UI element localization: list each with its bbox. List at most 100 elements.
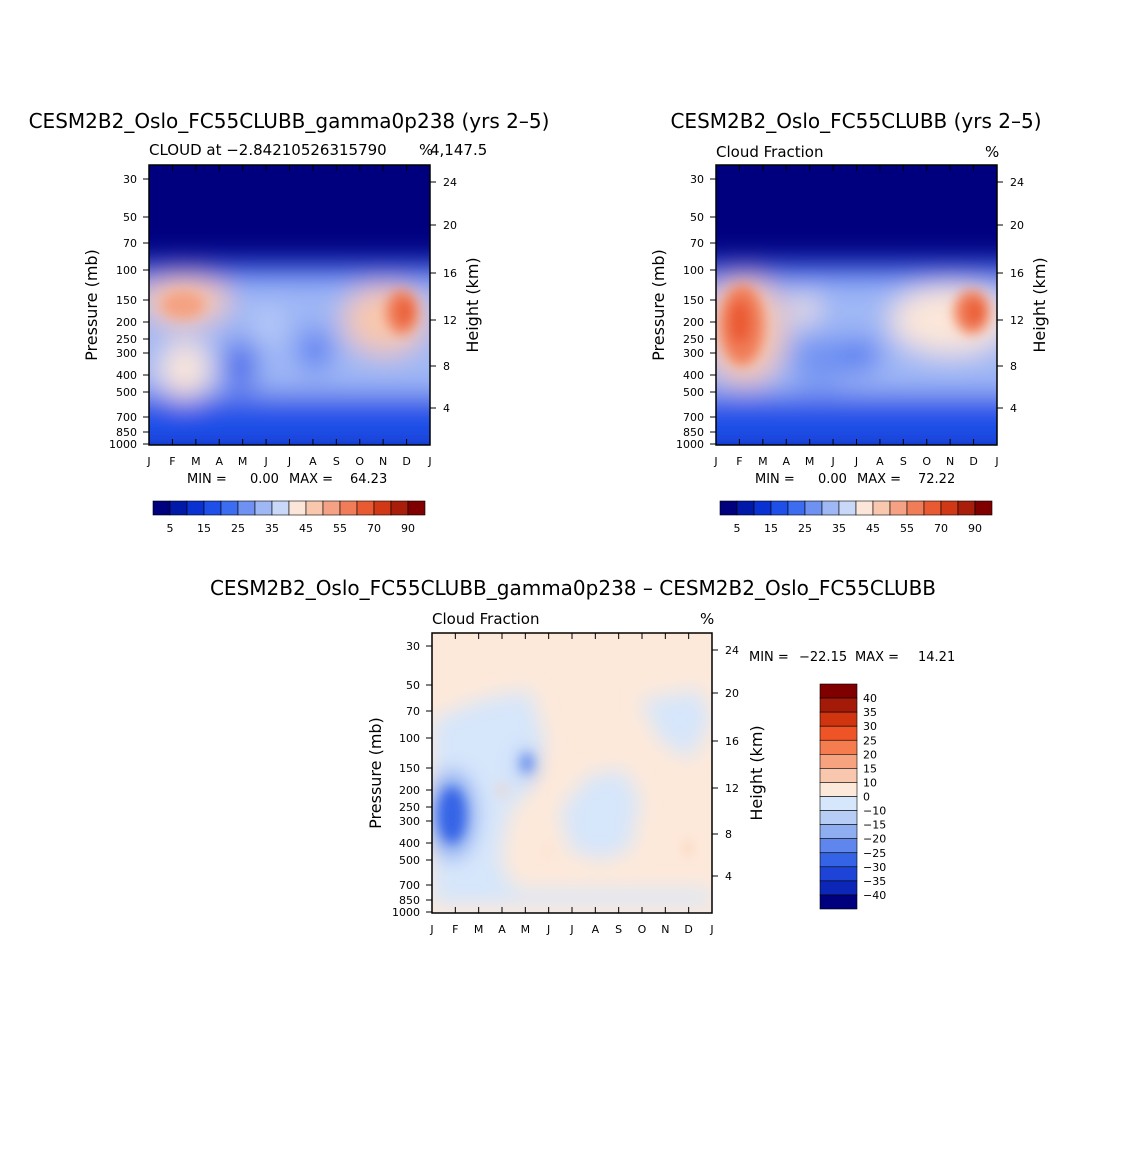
svg-text:300: 300: [116, 347, 137, 360]
svg-text:70: 70: [123, 237, 137, 250]
x-tick-label: J: [709, 923, 713, 936]
panel-3-min-label: MIN =: [749, 650, 789, 665]
colorbar-swatch: [322, 500, 341, 516]
svg-text:700: 700: [116, 411, 137, 424]
svg-text:100: 100: [683, 264, 704, 277]
svg-text:300: 300: [683, 347, 704, 360]
svg-text:100: 100: [399, 732, 420, 745]
panel-3-min-value: −22.15: [799, 650, 847, 665]
panel-3: CESM2B2_Oslo_FC55CLUBB_gamma0p238 – CESM…: [210, 576, 955, 936]
colorbar-label: −30: [863, 861, 886, 874]
colorbar-label: −20: [863, 833, 886, 846]
svg-text:12: 12: [725, 782, 739, 795]
x-tick-label: M: [805, 455, 815, 468]
svg-text:20: 20: [725, 687, 739, 700]
svg-text:200: 200: [116, 316, 137, 329]
x-tick-label: A: [592, 923, 600, 936]
panel-1-right-axis: 24 20 16 12 8 4 Height (km): [430, 176, 482, 415]
colorbar-swatch: [819, 866, 858, 882]
svg-text:30: 30: [123, 173, 137, 186]
colorbar-label: 55: [333, 522, 347, 535]
svg-text:12: 12: [443, 314, 457, 327]
panel-3-max-value: 14.21: [918, 650, 955, 665]
colorbar-swatch: [819, 894, 858, 910]
panel-1-y2label: Height (km): [463, 257, 482, 352]
colorbar-swatch: [821, 500, 840, 516]
svg-text:8: 8: [1010, 360, 1017, 373]
colorbar-swatch: [254, 500, 273, 516]
colorbar-swatch: [719, 500, 738, 516]
colorbar-label: −15: [863, 819, 886, 832]
panel-3-left-axis: 30 50 70 100 150 200 250 300 400 500 700…: [366, 640, 432, 919]
colorbar-label: −40: [863, 889, 886, 902]
x-tick-label: S: [900, 455, 907, 468]
colorbar-label: 20: [863, 748, 877, 761]
colorbar-swatch: [957, 500, 976, 516]
colorbar-swatch: [819, 782, 858, 797]
colorbar-swatch: [819, 768, 858, 783]
colorbar-label: 25: [863, 734, 877, 747]
svg-text:50: 50: [690, 211, 704, 224]
colorbar-label: 55: [900, 522, 914, 535]
colorbar-swatch: [906, 500, 925, 516]
svg-text:400: 400: [683, 369, 704, 382]
colorbar-swatch: [220, 500, 239, 516]
colorbar-label: 35: [863, 706, 877, 719]
colorbar-label: 10: [863, 776, 877, 789]
colorbar-swatch: [271, 500, 290, 516]
svg-text:12: 12: [1010, 314, 1024, 327]
colorbar-swatch: [407, 500, 426, 516]
x-tick-label: J: [994, 455, 998, 468]
colorbar-swatch: [770, 500, 789, 516]
panel-2-min-label: MIN =: [755, 472, 795, 487]
x-tick-label: J: [546, 923, 550, 936]
svg-text:700: 700: [683, 411, 704, 424]
colorbar-swatch: [787, 500, 806, 516]
svg-text:200: 200: [683, 316, 704, 329]
x-tick-label: J: [713, 455, 717, 468]
colorbar-swatch: [819, 838, 858, 854]
x-tick-label: O: [355, 455, 364, 468]
panel-2-colorbar: 5 15 25 35 45 55 70 90: [719, 500, 993, 535]
panel-3-title: CESM2B2_Oslo_FC55CLUBB_gamma0p238 – CESM…: [210, 576, 936, 600]
x-tick-label: M: [474, 923, 484, 936]
panel-1-max-label: MAX =: [289, 472, 333, 487]
colorbar-swatch: [819, 824, 858, 839]
svg-text:850: 850: [683, 426, 704, 439]
panel-2-y2label: Height (km): [1030, 257, 1049, 352]
x-tick-label: F: [736, 455, 742, 468]
svg-text:16: 16: [725, 735, 739, 748]
svg-text:1000: 1000: [109, 438, 137, 451]
svg-text:500: 500: [399, 854, 420, 867]
colorbar-swatch: [855, 500, 874, 516]
x-tick-label: S: [333, 455, 340, 468]
colorbar-label: 45: [299, 522, 313, 535]
svg-text:300: 300: [399, 815, 420, 828]
svg-text:1000: 1000: [392, 906, 420, 919]
colorbar-label: 90: [401, 522, 415, 535]
colorbar-label: −25: [863, 847, 886, 860]
x-tick-label: J: [263, 455, 267, 468]
x-tick-label: J: [287, 455, 291, 468]
colorbar-swatch: [923, 500, 942, 516]
colorbar-swatch: [819, 810, 858, 825]
svg-text:4: 4: [1010, 402, 1017, 415]
x-tick-label: F: [452, 923, 458, 936]
x-tick-label: J: [429, 923, 433, 936]
panel-1-units: %: [419, 141, 433, 159]
colorbar-swatch: [819, 754, 858, 769]
svg-text:20: 20: [443, 219, 457, 232]
colorbar-swatch: [186, 500, 205, 516]
colorbar-swatch: [753, 500, 772, 516]
panel-3-subtitle: Cloud Fraction: [432, 610, 540, 628]
panel-2-units: %: [985, 143, 999, 161]
x-tick-label: N: [379, 455, 387, 468]
x-tick-label: O: [638, 923, 647, 936]
colorbar-swatch: [804, 500, 823, 516]
colorbar-label: 40: [863, 692, 877, 705]
panel-2: CESM2B2_Oslo_FC55CLUBB (yrs 2–5) Cloud F…: [649, 109, 1049, 535]
x-tick-label: J: [146, 455, 150, 468]
colorbar-label: 15: [197, 522, 211, 535]
